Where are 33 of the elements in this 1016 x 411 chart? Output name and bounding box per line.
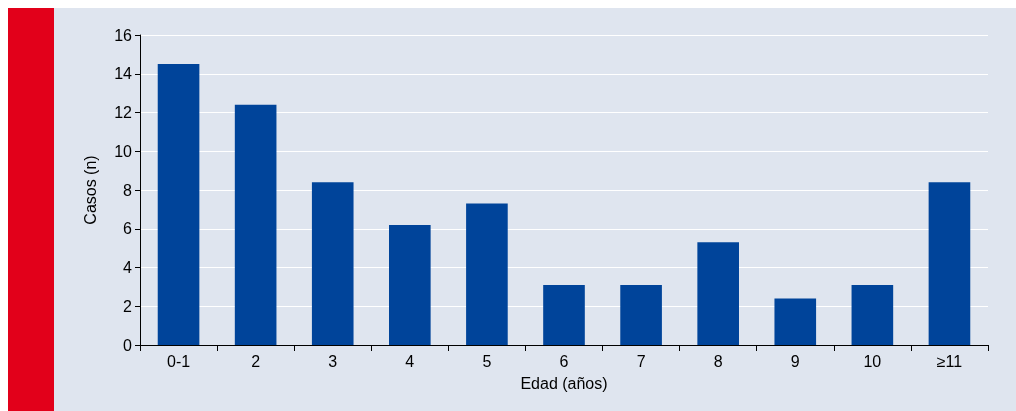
- bar: [466, 203, 508, 345]
- y-tick-label: 8: [123, 181, 133, 199]
- x-tick-label: 7: [636, 352, 646, 370]
- y-tick-label: 16: [114, 26, 133, 44]
- x-axis-title: Edad (años): [520, 374, 608, 392]
- x-tick-label: 2: [251, 352, 261, 370]
- x-tick-label: 10: [863, 352, 882, 370]
- bar: [543, 284, 585, 345]
- x-tick-label: 3: [328, 352, 338, 370]
- bar: [234, 104, 277, 345]
- y-tick-label: 10: [114, 142, 133, 160]
- y-tick-label: 14: [114, 65, 133, 83]
- bar: [157, 64, 200, 345]
- x-tick-label: 4: [405, 352, 415, 370]
- y-tick-label: 0: [123, 336, 133, 354]
- x-tick-label: 0-1: [166, 352, 191, 370]
- bar: [389, 224, 431, 345]
- x-tick-label: 8: [713, 352, 723, 370]
- y-tick-label: 2: [123, 297, 133, 315]
- y-tick-label: 12: [114, 104, 133, 121]
- x-tick-label: 6: [559, 352, 569, 370]
- y-tick-label: 4: [123, 259, 133, 276]
- bar: [620, 284, 662, 345]
- bar: [774, 298, 817, 345]
- x-tick-label: ≥11: [936, 352, 963, 370]
- bar: [851, 284, 894, 345]
- bar: [928, 182, 971, 345]
- bar: [697, 242, 739, 345]
- x-tick-label: 9: [790, 352, 800, 370]
- bar: [311, 182, 354, 345]
- y-tick-label: 6: [123, 220, 133, 238]
- y-axis-title: Casos (n): [81, 155, 99, 225]
- x-tick-label: 5: [482, 352, 492, 370]
